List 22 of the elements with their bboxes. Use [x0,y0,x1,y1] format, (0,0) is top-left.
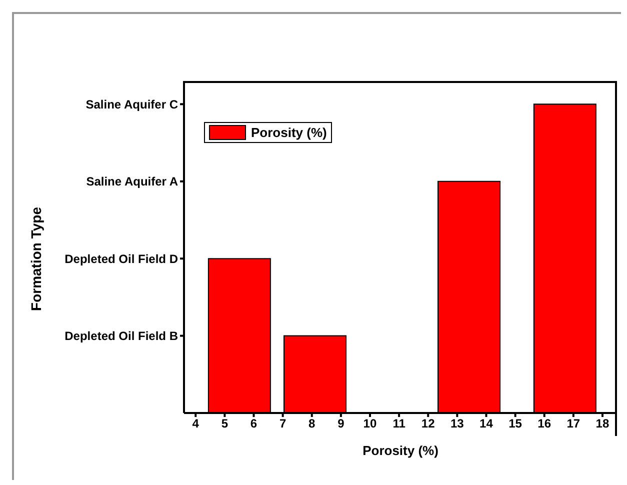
x-tick-label: 10 [363,416,377,431]
x-tick-label: 17 [566,416,580,431]
x-tick-label: 13 [450,416,464,431]
text: Depleted Oil Field B [64,329,178,344]
x-tick-label: 18 [596,416,610,431]
legend-label: Porosity (%) [251,125,327,140]
x-tick-label: 14 [480,416,494,431]
x-tick-label: 12 [421,416,436,431]
x-tick-label: 6 [250,416,258,431]
text: Depleted Oil Field D [64,252,178,266]
x-tick-label: 4 [192,416,200,431]
x-tick-label: 7 [279,416,286,431]
text: Saline Aquifer C [86,97,178,112]
x-tick-label: 16 [538,416,552,431]
text: Formation Type [28,206,44,310]
x-tick-label: 15 [508,416,522,431]
x-tick-label: 5 [221,416,228,431]
x-tick-label: 9 [338,416,345,431]
x-tick-label: 8 [308,416,316,431]
text: Saline Aquifer A [86,174,178,189]
x-axis-title: Porosity (%) [362,443,438,458]
x-tick-label: 11 [392,416,406,431]
